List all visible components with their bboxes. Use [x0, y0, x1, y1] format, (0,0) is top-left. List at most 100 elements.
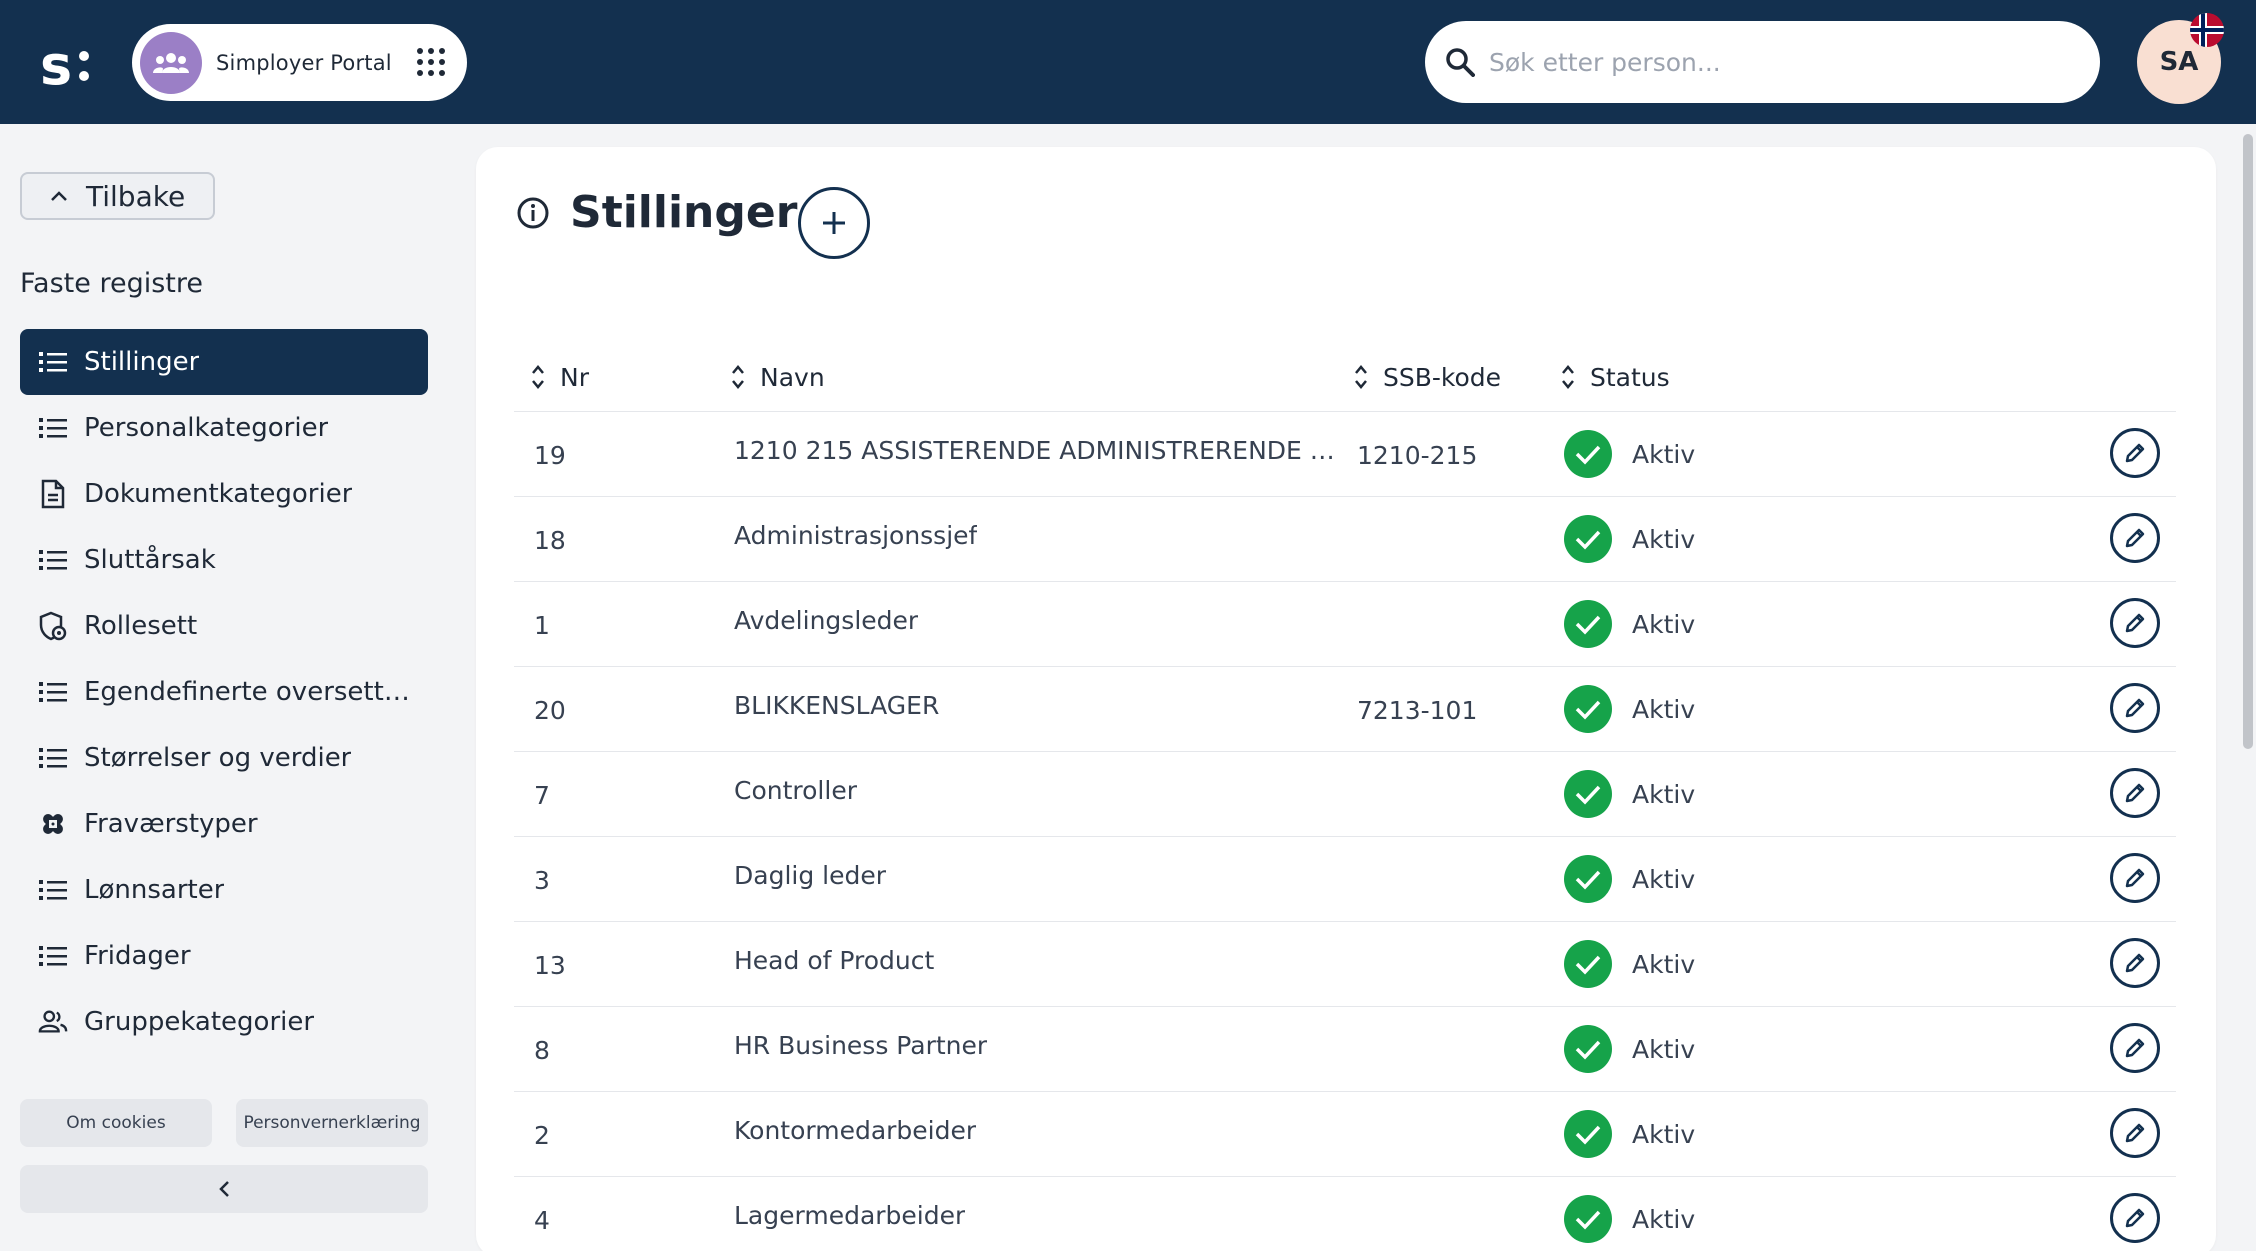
table-row[interactable]: 7 Controller Aktiv	[514, 752, 2176, 837]
column-header-ssb-kode[interactable]: SSB-kode	[1353, 362, 1501, 392]
user-avatar[interactable]: SA	[2137, 20, 2221, 104]
status-label: Aktiv	[1632, 524, 1696, 554]
table-row[interactable]: 13 Head of Product Aktiv	[514, 922, 2176, 1007]
sidebar-item-fridager[interactable]: Fridager	[20, 923, 428, 989]
sidebar-item-fravaerstyper[interactable]: Fraværstyper	[20, 791, 428, 857]
column-label: Nr	[560, 362, 589, 392]
page-title: Stillinger	[570, 187, 798, 238]
table-row[interactable]: 19 1210 215 ASSISTERENDE ADMINISTRERENDE …	[514, 412, 2176, 497]
pencil-icon	[2125, 698, 2145, 718]
sidebar-item-egendefinerte-oversettelser[interactable]: Egendefinerte oversettelser	[20, 659, 428, 725]
table-row[interactable]: 20 BLIKKENSLAGER 7213-101 Aktiv	[514, 667, 2176, 752]
table-row[interactable]: 4 Lagermedarbeider Aktiv	[514, 1177, 2176, 1251]
pencil-icon	[2125, 613, 2145, 633]
edit-button[interactable]	[2110, 853, 2160, 903]
list-icon	[38, 875, 68, 905]
sidebar-item-lonnsarter[interactable]: Lønnsarter	[20, 857, 428, 923]
status-label: Aktiv	[1632, 1119, 1696, 1149]
cell-nr: 7	[534, 781, 550, 810]
document-icon	[38, 479, 68, 509]
cell-nr: 8	[534, 1036, 550, 1065]
info-icon[interactable]	[516, 196, 550, 230]
status-label: Aktiv	[1632, 864, 1696, 894]
chevron-left-icon	[219, 1181, 229, 1197]
pencil-icon	[2125, 1208, 2145, 1228]
list-icon	[38, 677, 68, 707]
cell-navn: Head of Product	[734, 946, 935, 975]
cell-status: Aktiv	[1564, 1195, 1695, 1243]
cell-status: Aktiv	[1564, 1110, 1695, 1158]
status-label: Aktiv	[1632, 1204, 1696, 1234]
add-position-button[interactable]	[798, 187, 870, 259]
plus-icon	[823, 212, 845, 234]
status-label: Aktiv	[1632, 1034, 1696, 1064]
people-group-icon	[140, 31, 202, 94]
sidebar-item-dokumentkategorier[interactable]: Dokumentkategorier	[20, 461, 428, 527]
privacy-link[interactable]: Personvernerklæring	[236, 1099, 428, 1147]
sidebar-item-personalkategorier[interactable]: Personalkategorier	[20, 395, 428, 461]
cell-nr: 1	[534, 611, 550, 640]
cell-status: Aktiv	[1564, 940, 1695, 988]
list-icon	[38, 347, 68, 377]
table-row[interactable]: 2 Kontormedarbeider Aktiv	[514, 1092, 2176, 1177]
simployer-logo[interactable]: s	[40, 36, 96, 92]
cell-nr: 2	[534, 1121, 550, 1150]
cell-nr: 19	[534, 441, 566, 470]
sort-icon	[732, 365, 744, 389]
app-switcher[interactable]: Simployer Portal	[132, 24, 467, 101]
back-button[interactable]: Tilbake	[20, 172, 215, 220]
sidebar-item-stillinger[interactable]: Stillinger	[20, 329, 428, 395]
cell-nr: 18	[534, 526, 566, 555]
language-flag-icon[interactable]	[2190, 13, 2224, 47]
edit-button[interactable]	[2110, 683, 2160, 733]
status-label: Aktiv	[1632, 779, 1696, 809]
list-icon	[38, 941, 68, 971]
edit-button[interactable]	[2110, 513, 2160, 563]
edit-button[interactable]	[2110, 1023, 2160, 1073]
edit-button[interactable]	[2110, 938, 2160, 988]
shield-gear-icon	[38, 611, 68, 641]
check-circle-icon	[1564, 430, 1612, 478]
sidebar-item-label: Personalkategorier	[84, 413, 329, 443]
edit-button[interactable]	[2110, 1108, 2160, 1158]
sidebar-item-label: Fridager	[84, 941, 191, 971]
positions-table: Nr Navn SSB-kode Status 19 1210 215 ASSIS…	[514, 343, 2176, 1251]
list-icon	[38, 545, 68, 575]
scrollbar-thumb[interactable]	[2243, 134, 2253, 749]
cookies-link[interactable]: Om cookies	[20, 1099, 212, 1147]
bandage-icon	[38, 809, 68, 839]
search-box	[1425, 21, 2100, 103]
search-input[interactable]	[1489, 47, 2049, 77]
table-row[interactable]: 18 Administrasjonssjef Aktiv	[514, 497, 2176, 582]
collapse-sidebar-button[interactable]	[20, 1165, 428, 1213]
edit-button[interactable]	[2110, 1193, 2160, 1243]
column-header-nr[interactable]: Nr	[530, 362, 589, 392]
edit-button[interactable]	[2110, 598, 2160, 648]
chevron-up-icon	[51, 191, 67, 201]
cell-status: Aktiv	[1564, 770, 1695, 818]
column-header-status[interactable]: Status	[1560, 362, 1670, 392]
sidebar-item-label: Rollesett	[84, 611, 198, 641]
table-row[interactable]: 8 HR Business Partner Aktiv	[514, 1007, 2176, 1092]
status-label: Aktiv	[1632, 439, 1696, 469]
edit-button[interactable]	[2110, 768, 2160, 818]
pencil-icon	[2125, 953, 2145, 973]
cell-nr: 3	[534, 866, 550, 895]
column-header-navn[interactable]: Navn	[730, 362, 825, 392]
pencil-icon	[2125, 443, 2145, 463]
user-initials: SA	[2159, 47, 2199, 77]
table-row[interactable]: 1 Avdelingsleder Aktiv	[514, 582, 2176, 667]
table-row[interactable]: 3 Daglig leder Aktiv	[514, 837, 2176, 922]
app-grid-icon[interactable]	[417, 48, 445, 76]
edit-button[interactable]	[2110, 428, 2160, 478]
sort-icon	[532, 365, 544, 389]
sidebar-item-gruppekategorier[interactable]: Gruppekategorier	[20, 989, 428, 1055]
sidebar-item-sluttarsak[interactable]: Sluttårsak	[20, 527, 428, 593]
cell-nr: 20	[534, 696, 566, 725]
check-circle-icon	[1564, 600, 1612, 648]
sidebar-item-storrelser-og-verdier[interactable]: Størrelser og verdier	[20, 725, 428, 791]
section-title: Faste registre	[20, 268, 203, 299]
sidebar-item-label: Sluttårsak	[84, 545, 216, 575]
sidebar-item-label: Lønnsarter	[84, 875, 225, 905]
sidebar-item-rollesett[interactable]: Rollesett	[20, 593, 428, 659]
